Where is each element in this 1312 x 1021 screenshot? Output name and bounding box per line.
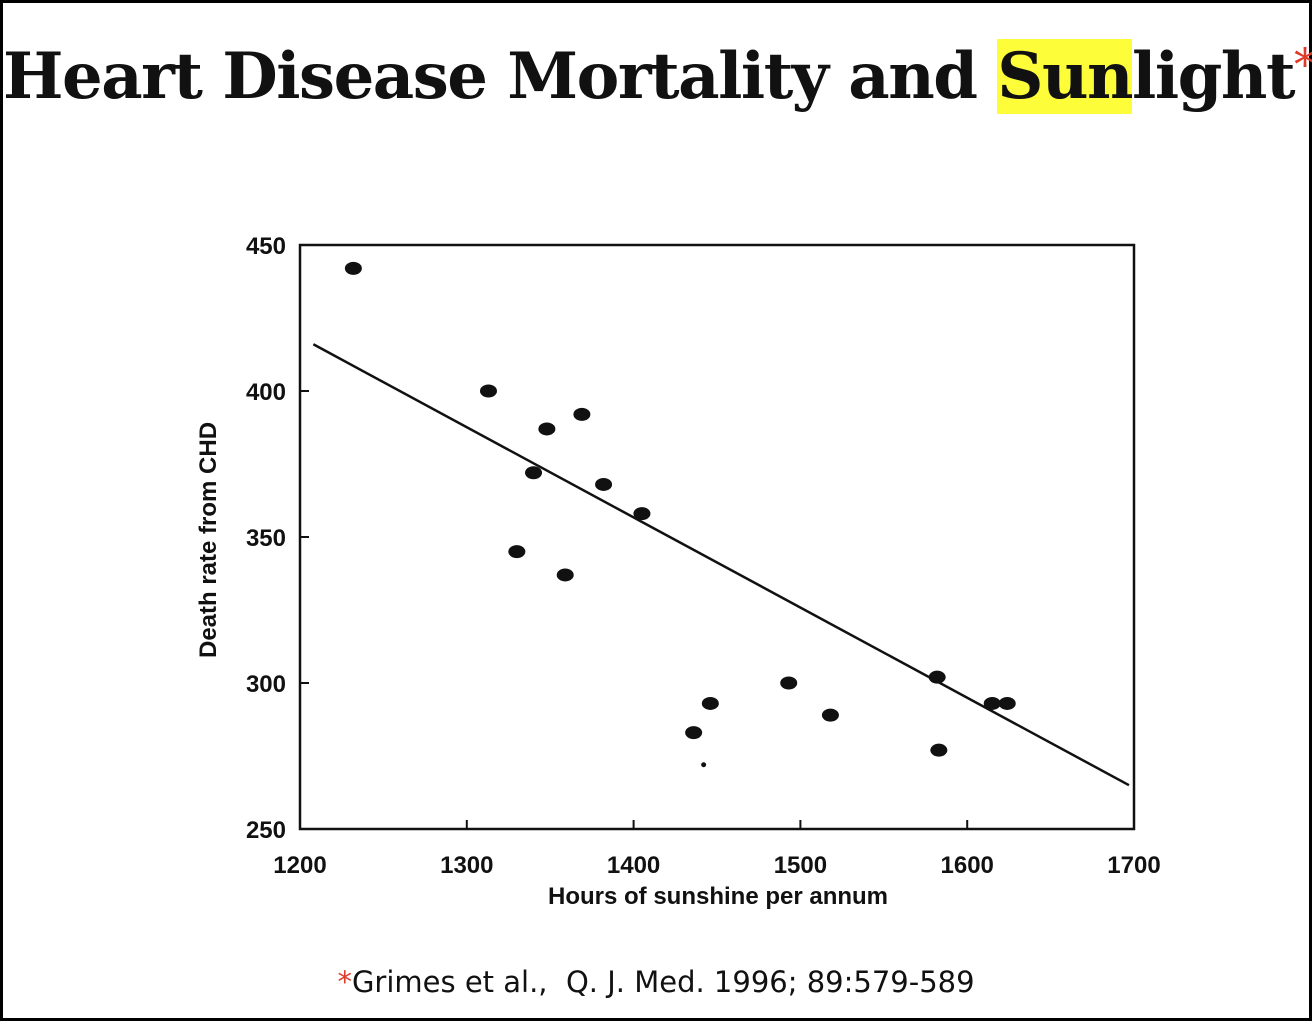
data-point (556, 568, 574, 582)
title-text-end: light (1132, 39, 1295, 114)
x-tick-label: 1400 (607, 852, 660, 879)
x-axis-label: Hours of sunshine per annum (548, 883, 888, 910)
x-tick-label: 1600 (941, 852, 994, 879)
x-tick-label: 1500 (774, 852, 827, 879)
data-point (685, 726, 703, 740)
slide-title: Heart Disease Mortality and Sunlight* (3, 39, 1312, 116)
data-points (344, 261, 1016, 768)
x-tick-label: 1200 (273, 852, 326, 879)
data-point (998, 696, 1016, 710)
data-point (595, 477, 613, 491)
title-highlighted-text: Sun (997, 39, 1134, 114)
x-tick-label: 1700 (1107, 852, 1160, 879)
x-axis: 1200 1300 1400 1500 1600 1700 (273, 820, 1161, 879)
data-point (930, 743, 948, 757)
data-point (983, 696, 1001, 710)
data-point (479, 384, 497, 398)
citation-text: Grimes et al., Q. J. Med. 1996; 89:579-5… (351, 965, 975, 999)
y-tick-label: 450 (246, 233, 286, 260)
y-axis-label: Death rate from CHD (195, 422, 222, 658)
y-axis: 250 300 350 400 450 (246, 233, 309, 844)
data-point (508, 545, 526, 559)
data-point (780, 676, 798, 690)
data-point (928, 670, 946, 684)
citation-asterisk: * (337, 965, 352, 999)
trendline (312, 343, 1130, 787)
x-tick-label: 1300 (440, 852, 493, 879)
data-point (573, 407, 591, 421)
data-point (701, 696, 719, 710)
y-tick-label: 400 (246, 379, 286, 406)
y-tick-label: 350 (246, 525, 286, 552)
data-point (344, 261, 362, 275)
y-tick-label: 250 (246, 817, 286, 844)
citation: *Grimes et al., Q. J. Med. 1996; 89:579-… (3, 965, 1309, 999)
plot-frame (298, 243, 1136, 831)
data-point (701, 762, 707, 768)
data-point (821, 708, 839, 722)
scatter-chart: 250 300 350 400 450 1200 1300 1400 1500 1600 1700… (195, 233, 1161, 910)
y-tick-label: 300 (246, 671, 286, 698)
data-point (525, 466, 543, 480)
data-point (633, 507, 651, 521)
title-text-start: Heart Disease Mortality and (3, 39, 998, 114)
data-point (538, 422, 556, 436)
title-asterisk: * (1294, 40, 1312, 91)
